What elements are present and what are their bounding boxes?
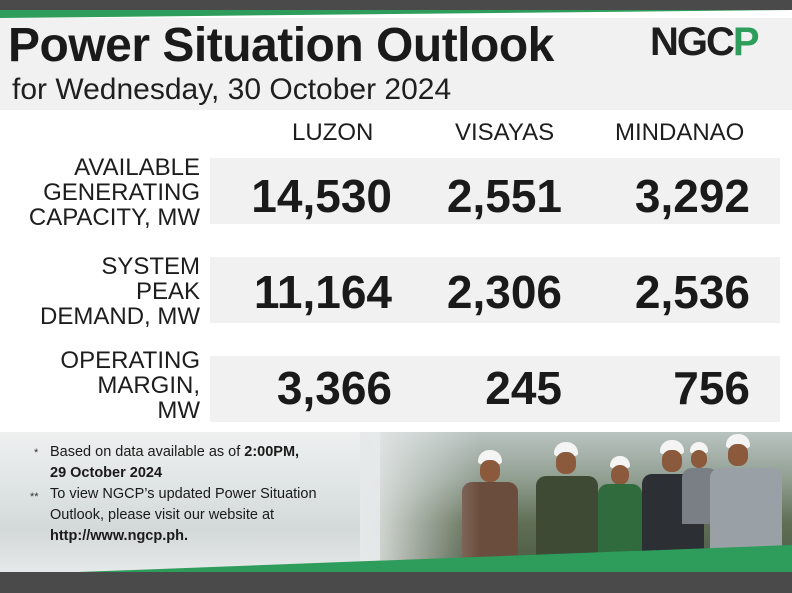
value-mindanao: 3,292 [634,170,750,222]
footnote-date: 29 October 2024 [50,463,162,484]
footer-fade [360,432,480,572]
row-label-line: MARGIN, [97,372,200,399]
footer-banner: * Based on data available as of 2:00PM, … [0,432,792,572]
row-label-line: OPERATING [60,347,200,374]
logo-text-accent: P [732,20,760,64]
value-visayas: 2,551 [446,170,562,222]
row-label-line: GENERATING [43,179,200,206]
bottom-dark-bar [0,572,792,593]
row-label: OPERATING MARGIN, MW [60,348,200,423]
row-label-line: MW [157,397,200,424]
value-visayas: 245 [485,362,562,414]
footnote-data-time: Based on data available as of 2:00PM, [50,442,299,463]
column-header-luzon: LUZON [292,119,374,146]
row-label: AVAILABLE GENERATING CAPACITY, MW [29,155,200,230]
logo-text-main: NGC [650,20,735,64]
row-label-line: PEAK [135,278,200,305]
website-link[interactable]: http://www.ngcp.ph. [50,526,188,547]
website-url[interactable]: http://www.ngcp.ph. [50,528,188,544]
top-dark-bar [0,0,792,10]
column-header-visayas: VISAYAS [455,119,555,146]
value-luzon: 11,164 [253,266,392,318]
top-green-stripe [0,10,792,18]
row-peak-demand: SYSTEM PEAK DEMAND, MW 11,164 2,306 2,53… [0,254,792,332]
row-available-capacity: AVAILABLE GENERATING CAPACITY, MW 14,530… [0,155,792,233]
row-panel [210,356,780,422]
row-operating-margin: OPERATING MARGIN, MW 3,366 245 756 [0,348,792,428]
ngcp-logo: NGCP [650,18,782,66]
value-mindanao: 756 [673,362,750,414]
page-title: Power Situation Outlook [8,19,554,72]
footnote-text: Based on data available as of [50,444,245,460]
page-subtitle: for Wednesday, 30 October 2024 [12,73,452,106]
footnote-marker: * [34,447,39,459]
row-panel [210,257,780,323]
header-panel [0,18,792,110]
value-luzon: 3,366 [276,362,392,414]
logo-wordmark: NGCP [650,18,760,66]
footnote-marker: ** [30,491,39,503]
column-header-mindanao: MINDANAO [615,119,745,146]
value-visayas: 2,306 [446,266,562,318]
row-panel [210,158,780,224]
row-label-line: CAPACITY, MW [28,204,200,231]
footnote-website-line1: To view NGCP’s updated Power Situation [50,486,317,502]
row-label: SYSTEM PEAK DEMAND, MW [40,254,200,329]
value-luzon: 14,530 [251,170,392,222]
row-label-line: DEMAND, MW [40,303,200,330]
row-label-line: SYSTEM [101,253,200,280]
value-mindanao: 2,536 [634,266,750,318]
footnote-website-line2: Outlook, please visit our website at [50,507,275,523]
footnote-time: 2:00PM, [244,444,300,460]
footnote-date-text: 29 October 2024 [50,465,163,481]
row-label-line: AVAILABLE [74,154,200,181]
